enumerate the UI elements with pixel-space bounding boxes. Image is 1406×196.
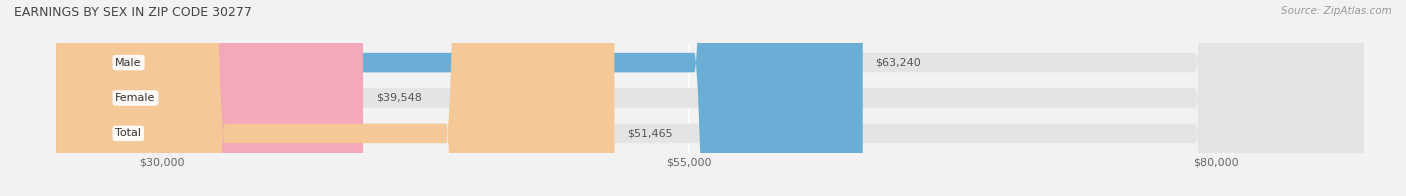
- Text: Male: Male: [115, 58, 142, 68]
- Text: Total: Total: [115, 128, 141, 138]
- FancyBboxPatch shape: [56, 0, 1364, 196]
- FancyBboxPatch shape: [56, 0, 614, 196]
- Text: $39,548: $39,548: [375, 93, 422, 103]
- Text: $51,465: $51,465: [627, 128, 672, 138]
- FancyBboxPatch shape: [56, 0, 863, 196]
- FancyBboxPatch shape: [56, 0, 363, 196]
- Text: $63,240: $63,240: [876, 58, 921, 68]
- Text: EARNINGS BY SEX IN ZIP CODE 30277: EARNINGS BY SEX IN ZIP CODE 30277: [14, 6, 252, 19]
- Text: Source: ZipAtlas.com: Source: ZipAtlas.com: [1281, 6, 1392, 16]
- FancyBboxPatch shape: [56, 0, 1364, 196]
- Text: Female: Female: [115, 93, 156, 103]
- FancyBboxPatch shape: [56, 0, 1364, 196]
